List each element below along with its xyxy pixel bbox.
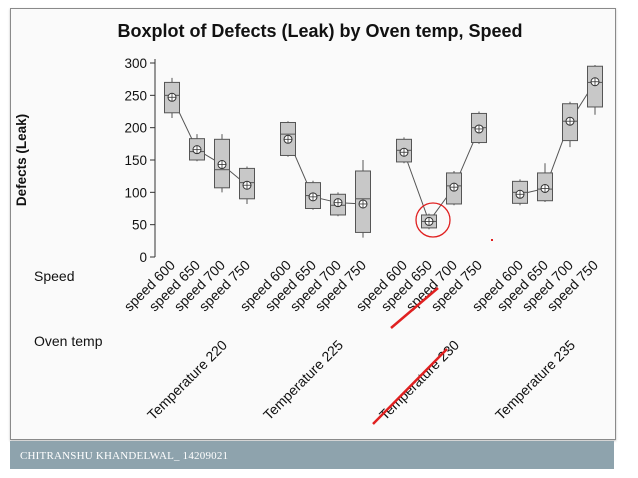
mean-line [171,97,248,186]
boxes [164,64,603,238]
oven-temp-label: Temperature 225 [260,337,346,423]
oven-temp-label: Temperature 230 [376,337,462,423]
box-3 [214,134,230,193]
y-tick-label: 50 [132,218,147,233]
mean-line [519,81,596,195]
oven-temp-label: Temperature 235 [492,337,578,423]
y-tick-label: 250 [124,88,147,103]
y-axis: 0 50 100 150 200 250 300 [124,56,156,265]
underline-temperature-230 [372,348,448,425]
oven-temp-label: Temperature 220 [144,337,230,423]
box-4 [239,166,255,204]
box-16 [587,64,603,115]
mean-connect-lines [171,81,596,223]
annotations [372,202,493,425]
chart-frame [10,8,616,440]
box-13 [512,179,528,206]
highlight-circle [415,202,451,238]
chart-title: Boxplot of Defects (Leak) by Oven temp, … [117,21,522,41]
box-5 [280,121,296,157]
box-1 [164,77,180,118]
red-dot [491,239,493,241]
box-14 [537,163,553,203]
y-tick-label: 0 [139,250,147,265]
row-label-oven-temp: Oven temp [34,333,103,349]
underline-speed-650 [390,287,439,329]
box-10 [421,213,437,230]
box-12 [471,111,487,144]
y-axis-label: Defects (Leak) [14,114,29,206]
footer-bar [10,441,614,469]
footer-text: CHITRANSHU KHANDELWAL_ 14209021 [20,450,229,462]
box-15 [562,101,578,148]
mean-line [403,128,480,223]
y-tick-label: 200 [124,121,147,136]
row-label-speed: Speed [34,268,74,284]
box-2 [189,134,205,162]
box-7 [330,192,346,217]
y-tick-label: 150 [124,153,147,168]
y-tick-label: 300 [124,56,147,71]
y-tick-label: 100 [124,185,147,200]
box-iqr [587,65,603,108]
box-9 [396,137,412,164]
box-11 [446,170,462,206]
mean-line [287,139,364,205]
box-6 [305,180,321,210]
box-8 [355,160,371,238]
